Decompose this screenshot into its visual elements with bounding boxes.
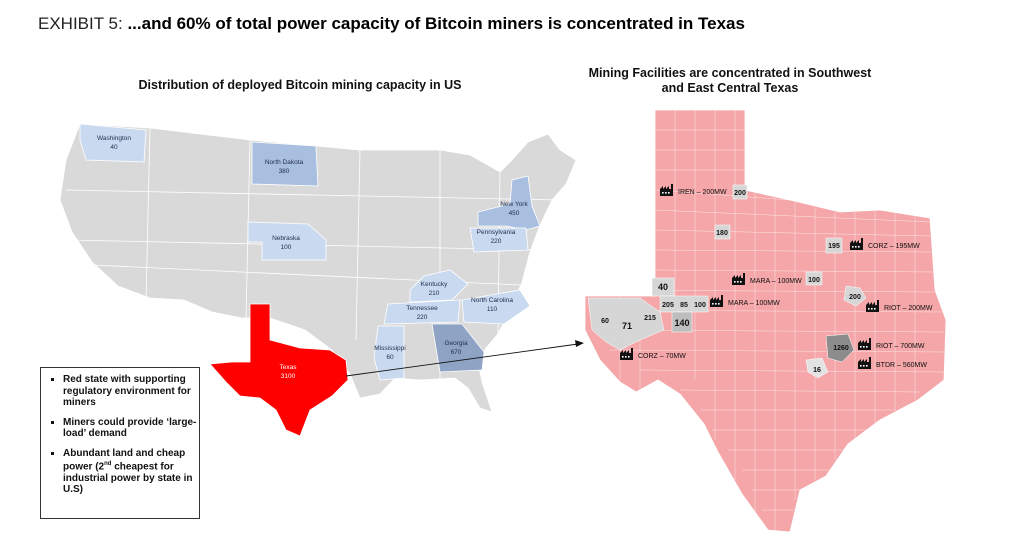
label-pennsylvania-name: Pennsylvania bbox=[477, 229, 516, 236]
county-value: 195 bbox=[828, 243, 840, 250]
facility-label: RIOT – 200MW bbox=[884, 305, 933, 312]
label-washington-name: Washington bbox=[97, 135, 131, 142]
label-georgia-name: Georgia bbox=[444, 340, 468, 347]
label-nebraska-value: 100 bbox=[281, 244, 292, 251]
label-mississippi-name: Mississippi bbox=[374, 345, 405, 352]
note-item: Abundant land and cheap power (2nd cheap… bbox=[63, 448, 199, 496]
county-values: 200 180 195 40 100 200 205 85 100 60 71 … bbox=[601, 190, 861, 374]
note-text: Abundant land and cheap power (2 bbox=[63, 447, 186, 473]
label-georgia-value: 670 bbox=[451, 349, 462, 356]
county-value: 16 bbox=[813, 367, 821, 374]
county-box bbox=[805, 271, 823, 286]
label-new-york-name: New York bbox=[500, 201, 528, 208]
county-value: 200 bbox=[734, 190, 746, 197]
facility-label: RIOT – 700MW bbox=[876, 343, 925, 350]
facility-marker: CORZ – 195MW bbox=[850, 238, 920, 250]
facility-label: CORZ – 195MW bbox=[868, 243, 920, 250]
state-texas bbox=[209, 303, 349, 437]
county-value: 180 bbox=[716, 230, 728, 237]
exhibit-title: EXHIBIT 5: ...and 60% of total power cap… bbox=[38, 14, 745, 34]
label-tennessee-name: Tennessee bbox=[406, 305, 438, 312]
label-texas-value: 3100 bbox=[281, 373, 296, 380]
county-value: 215 bbox=[644, 315, 656, 322]
label-north-carolina-name: North Carolina bbox=[471, 297, 513, 304]
county-value: 85 bbox=[680, 302, 688, 309]
county-value: 100 bbox=[694, 302, 706, 309]
label-washington-value: 40 bbox=[110, 144, 118, 151]
county-value: 140 bbox=[674, 318, 689, 328]
note-item: Miners could provide ‘large-load’ demand bbox=[63, 417, 199, 440]
label-nebraska-name: Nebraska bbox=[272, 235, 300, 242]
county-box bbox=[671, 311, 693, 333]
facility-marker: RIOT – 200MW bbox=[866, 300, 933, 312]
note-text: cheapest for industrial power by state i… bbox=[63, 461, 193, 496]
county-value: 200 bbox=[849, 294, 861, 301]
facility-marker: RIOT – 700MW bbox=[858, 338, 925, 350]
county-value: 60 bbox=[601, 318, 609, 325]
note-item: Red state with supporting regulatory env… bbox=[63, 374, 199, 409]
state-north-dakota bbox=[251, 141, 319, 187]
facility-marker: BTDR – 560MW bbox=[858, 357, 927, 369]
state-pennsylvania bbox=[469, 227, 529, 253]
us-map: Washington 40 North Dakota 380 Nebraska … bbox=[59, 123, 577, 437]
county-value: 1260 bbox=[833, 345, 849, 352]
exhibit-headline: ...and 60% of total power capacity of Bi… bbox=[127, 14, 745, 33]
state-mississippi bbox=[373, 325, 405, 381]
county-box bbox=[825, 333, 855, 363]
us-state-labels: Washington 40 North Dakota 380 Nebraska … bbox=[97, 135, 529, 380]
county-box bbox=[843, 285, 867, 307]
facility-marker: CORZ – 70MW bbox=[620, 348, 686, 360]
exhibit-label: EXHIBIT 5: bbox=[38, 14, 123, 33]
facility-marker: MARA – 100MW bbox=[710, 295, 780, 307]
label-kentucky-value: 210 bbox=[429, 290, 440, 297]
texas-map-title: Mining Facilities are concentrated in So… bbox=[540, 66, 920, 96]
texas-map-title-line1: Mining Facilities are concentrated in So… bbox=[588, 66, 872, 80]
label-texas-name: Texas bbox=[280, 364, 298, 371]
county-value: 40 bbox=[658, 282, 668, 292]
county-box bbox=[732, 184, 748, 200]
state-georgia bbox=[431, 323, 485, 373]
facility-label: BTDR – 560MW bbox=[876, 362, 927, 369]
facility-label: MARA – 100MW bbox=[750, 278, 802, 285]
county-value: 205 bbox=[662, 302, 674, 309]
facility-label: MARA – 100MW bbox=[728, 300, 780, 307]
label-mississippi-value: 60 bbox=[386, 354, 394, 361]
label-kentucky-name: Kentucky bbox=[421, 281, 448, 288]
state-kentucky bbox=[409, 269, 469, 303]
connector-arrow bbox=[345, 340, 584, 377]
state-new-york bbox=[477, 175, 541, 231]
note-superscript: nd bbox=[104, 461, 112, 467]
highlighted-counties bbox=[587, 184, 867, 379]
facility-label: CORZ – 70MW bbox=[638, 353, 686, 360]
texas-map: 200 180 195 40 100 200 205 85 100 60 71 … bbox=[584, 109, 947, 533]
county-box bbox=[587, 297, 665, 351]
label-north-dakota-name: North Dakota bbox=[265, 159, 304, 166]
state-washington bbox=[79, 123, 147, 163]
notes-box: Red state with supporting regulatory env… bbox=[40, 367, 200, 519]
facility-marker: MARA – 100MW bbox=[732, 273, 802, 285]
label-north-carolina-value: 110 bbox=[487, 306, 498, 313]
label-tennessee-value: 220 bbox=[417, 314, 428, 321]
label-north-dakota-value: 380 bbox=[279, 168, 290, 175]
facility-marker: IREN – 200MW bbox=[660, 184, 727, 196]
us-map-title: Distribution of deployed Bitcoin mining … bbox=[138, 78, 462, 92]
county-box bbox=[825, 237, 843, 254]
state-north-carolina bbox=[461, 289, 531, 325]
county-box bbox=[714, 224, 731, 240]
county-box bbox=[805, 357, 829, 379]
county-value: 71 bbox=[622, 321, 632, 331]
state-borders bbox=[65, 127, 561, 380]
state-tennessee bbox=[383, 299, 461, 325]
county-value: 100 bbox=[808, 277, 820, 284]
label-new-york-value: 450 bbox=[509, 210, 520, 217]
notes-list: Red state with supporting regulatory env… bbox=[45, 374, 199, 496]
facility-markers: IREN – 200MW CORZ – 195MW MARA – 100MW M… bbox=[620, 184, 933, 369]
label-pennsylvania-value: 220 bbox=[491, 238, 502, 245]
texas-map-title-line2: and East Central Texas bbox=[661, 81, 799, 95]
facility-label: IREN – 200MW bbox=[678, 189, 727, 196]
state-nebraska bbox=[247, 221, 327, 261]
